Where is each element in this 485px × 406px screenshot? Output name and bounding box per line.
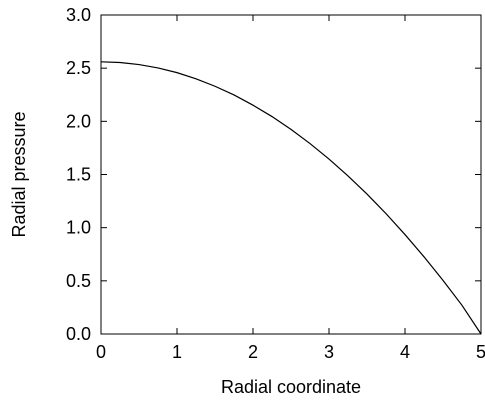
y-axis-title: Radial pressure xyxy=(9,111,29,237)
series-line xyxy=(100,61,482,335)
y-tick-label: 1.0 xyxy=(66,218,91,238)
series-layer xyxy=(100,61,482,335)
y-tick-label: 0.5 xyxy=(66,271,91,291)
y-tick-label: 1.5 xyxy=(66,165,91,185)
axes xyxy=(100,14,482,335)
x-tick-label: 2 xyxy=(248,342,258,362)
y-tick-label: 2.0 xyxy=(66,111,91,131)
x-tick-label: 1 xyxy=(172,342,182,362)
y-tick-label: 2.5 xyxy=(66,58,91,78)
x-tick-label: 4 xyxy=(400,342,410,362)
x-tick-label: 5 xyxy=(476,342,485,362)
x-tick-label: 0 xyxy=(96,342,106,362)
plot-frame xyxy=(100,14,482,335)
y-tick-label: 3.0 xyxy=(66,5,91,25)
ticks: 0 1 2 3 4 5 0.0 0.5 1.0 1.5 2.0 2.5 3.0 xyxy=(66,5,485,362)
x-axis-title: Radial coordinate xyxy=(221,377,361,397)
x-tick-label: 3 xyxy=(324,342,334,362)
y-tick-label: 0.0 xyxy=(66,324,91,344)
